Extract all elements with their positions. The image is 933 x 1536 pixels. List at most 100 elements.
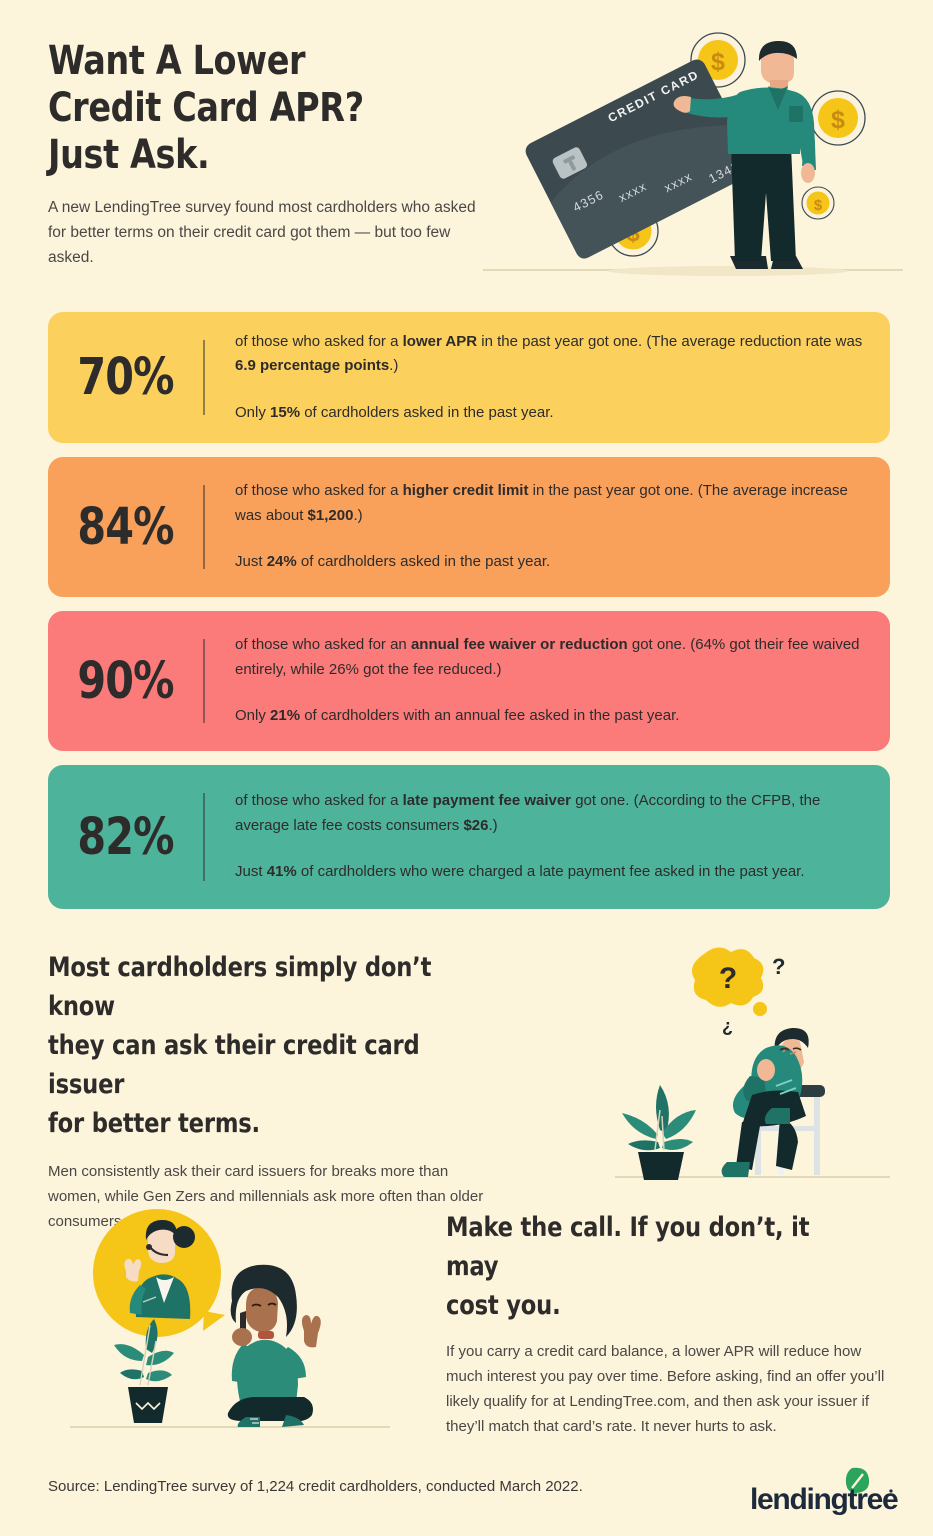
agent-waving-hand xyxy=(124,1258,142,1282)
trousers xyxy=(731,146,796,261)
stat-card-lower-apr: 70% of those who asked for a lower APR i… xyxy=(48,312,890,443)
bubble-dot xyxy=(753,1002,767,1016)
lendingtree-logo-svg: lendingtree xyxy=(750,1467,899,1516)
agent-hair xyxy=(145,1219,178,1240)
woman-sweater xyxy=(237,1339,298,1403)
stat-divider xyxy=(203,485,205,569)
hand-right xyxy=(801,163,815,183)
potted-plant-graphic xyxy=(114,1319,174,1423)
hero-section: Want A Lower Credit Card APR? Just Ask. … xyxy=(0,0,933,300)
logo-wordmark: lendingtree xyxy=(750,1483,898,1516)
agent-head xyxy=(148,1224,175,1263)
stat-divider xyxy=(203,340,205,415)
shoe-right xyxy=(764,1108,790,1124)
awareness-subtitle: Men consistently ask their card issuers … xyxy=(48,1163,484,1230)
bubble-tail xyxy=(203,1311,225,1331)
source-note: Source: LendingTree survey of 1,224 cred… xyxy=(48,1478,583,1495)
stat-primary-line: of those who asked for a higher credit l… xyxy=(235,482,848,524)
stat-secondary-line: Only 21% of cardholders with an annual f… xyxy=(235,707,680,725)
woman-on-phone-with-agent-svg xyxy=(70,1209,390,1428)
hand-left xyxy=(673,96,691,113)
stat-percent: 82% xyxy=(77,807,174,867)
awareness-heading: Most cardholders simply don’t know they … xyxy=(48,948,471,1143)
man-thinking-on-stool-svg: ? ? ¿ xyxy=(615,947,890,1180)
hand-on-chin xyxy=(757,1059,775,1081)
thinking-man-illustration: ? ? ¿ xyxy=(600,930,900,1185)
cta-heading-line-2: cost you. xyxy=(446,1290,561,1321)
shin-right xyxy=(776,1118,798,1170)
woman-crossed-legs xyxy=(227,1397,313,1422)
stat-body: of those who asked for a late payment fe… xyxy=(235,789,864,885)
agent-shirt xyxy=(156,1277,174,1303)
head xyxy=(761,44,794,84)
agent-arm xyxy=(129,1285,146,1315)
stat-card-higher-credit-limit: 84% of those who asked for a higher cred… xyxy=(48,457,890,597)
collar xyxy=(768,86,788,110)
question-mark-icon: ? xyxy=(772,954,785,979)
stat-body: of those who asked for an annual fee wai… xyxy=(235,633,864,729)
arm-right xyxy=(798,110,816,166)
woman-on-phone-figure xyxy=(227,1264,321,1427)
lendingtree-logo: lendingtree xyxy=(748,1466,899,1516)
stat-primary-line: of those who asked for an annual fee wai… xyxy=(235,636,860,678)
woman-arm-raised xyxy=(282,1347,306,1379)
woman-necklace xyxy=(258,1331,274,1339)
cta-body: If you carry a credit card balance, a lo… xyxy=(446,1343,885,1435)
shin-left xyxy=(736,1122,760,1170)
hair xyxy=(758,40,797,61)
hero-text-block: Want A Lower Credit Card APR? Just Ask. … xyxy=(48,38,478,270)
hero-subtitle: A new LendingTree survey found most card… xyxy=(48,199,476,266)
logo-trademark-dot xyxy=(889,1489,893,1493)
shoe-left xyxy=(721,1162,750,1177)
stat-divider xyxy=(203,793,205,881)
face-detail xyxy=(782,1049,797,1055)
stat-body: of those who asked for a higher credit l… xyxy=(235,479,864,575)
leaf-vein xyxy=(851,1473,864,1489)
shoe-detail xyxy=(250,1418,259,1424)
question-thought-bubble: ? ? ¿ xyxy=(692,947,785,1036)
coin-icon: $ xyxy=(810,90,866,146)
awareness-heading-line-1: Most cardholders simply don’t know xyxy=(48,952,432,1022)
woman-hand-phone xyxy=(232,1328,252,1346)
woman-hair xyxy=(230,1264,297,1337)
svg-text:$: $ xyxy=(831,106,845,134)
hair xyxy=(774,1027,809,1052)
question-mark-icon: ? xyxy=(719,962,737,995)
cta-heading-line-1: Make the call. If you don’t, it may xyxy=(446,1212,810,1282)
agent-hair-bun xyxy=(173,1226,195,1248)
headline-line-3: Just Ask. xyxy=(48,132,210,178)
potted-plant-graphic xyxy=(622,1085,696,1180)
eyebrows xyxy=(779,1047,802,1051)
headline-line-2: Credit Card APR? xyxy=(48,85,364,131)
woman-waving-hand xyxy=(301,1315,321,1348)
svg-text:$: $ xyxy=(711,48,725,76)
sleeve-stripe xyxy=(775,1079,797,1095)
headset-earpiece xyxy=(146,1244,152,1250)
stat-secondary-line: Just 24% of cardholders asked in the pas… xyxy=(235,553,551,571)
awareness-heading-line-2: they can ask their credit card issuer xyxy=(48,1030,420,1100)
stat-divider xyxy=(203,639,205,723)
awareness-heading-line-3: for better terms. xyxy=(48,1108,260,1139)
stat-secondary-line: Only 15% of cardholders asked in the pas… xyxy=(235,403,554,421)
phone-handset xyxy=(240,1311,246,1333)
stat-card-late-payment-fee-waiver: 82% of those who asked for a late paymen… xyxy=(48,765,890,909)
footer: Source: LendingTree survey of 1,224 cred… xyxy=(0,1460,933,1520)
coin-icon: $ xyxy=(801,186,835,220)
ground-shadow xyxy=(608,266,848,276)
stat-percent: 84% xyxy=(77,497,174,557)
stat-percent: 70% xyxy=(77,348,174,407)
headline-line-1: Want A Lower xyxy=(48,38,306,84)
man-holding-credit-card-with-coins-svg: $ $ $ $ xyxy=(483,32,903,276)
stat-card-annual-fee-waiver: 90% of those who asked for an annual fee… xyxy=(48,611,890,751)
woman-arm-phone xyxy=(231,1343,250,1383)
stat-secondary-line: Just 41% of cardholders who were charged… xyxy=(235,863,805,881)
credit-card-graphic: CREDIT CARD 4356 xxxx xxxx 1342 xyxy=(525,59,757,259)
support-agent-speech-bubble xyxy=(93,1209,225,1337)
cta-heading: Make the call. If you don’t, it may cost… xyxy=(446,1208,864,1325)
inverted-question-mark-icon: ¿ xyxy=(722,1016,733,1036)
agent-detail xyxy=(142,1296,157,1303)
woman-eyebrows xyxy=(251,1302,277,1307)
stat-primary-line: of those who asked for a late payment fe… xyxy=(235,792,821,834)
stat-body: of those who asked for a lower APR in th… xyxy=(235,330,864,426)
